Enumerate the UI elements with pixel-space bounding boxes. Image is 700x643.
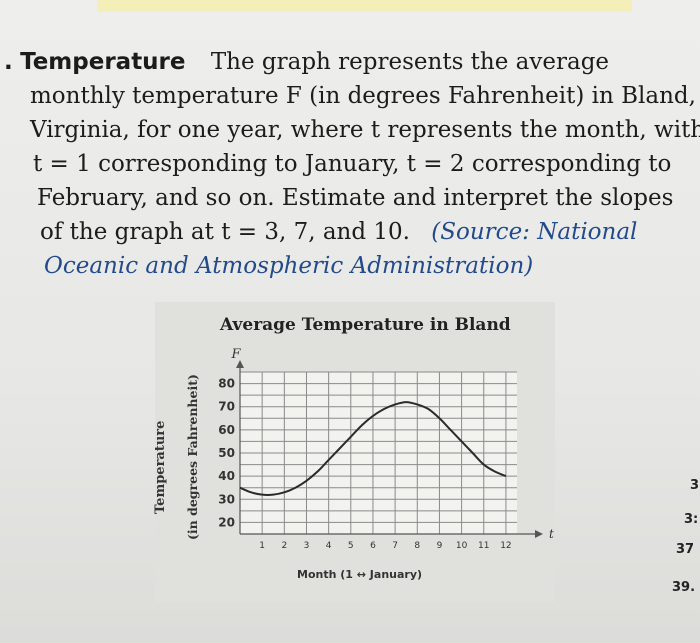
y-axis-label: Temperature — [153, 420, 168, 514]
problem-text-span: of the graph at t = 3, 7, and 10. — [40, 219, 410, 245]
source-citation: Oceanic and Atmospheric Administration) — [44, 253, 534, 279]
problem-text-line: Virginia, for one year, where t represen… — [30, 117, 700, 143]
problem-text-line: The graph represents the average — [210, 49, 610, 75]
side-number: 3: — [684, 512, 699, 527]
x-tick-label: 10 — [456, 541, 468, 551]
x-tick-label: 8 — [414, 541, 420, 551]
y-axis-arrow — [236, 360, 244, 368]
y-axis-variable: F — [230, 347, 241, 362]
temperature-series-line — [239, 401, 507, 496]
y-tick-label: 20 — [218, 515, 235, 529]
x-axis-arrow — [535, 530, 543, 538]
problem-text-line: of the graph at t = 3, 7, and 10. (Sourc… — [40, 218, 637, 246]
side-number: 37 — [676, 542, 695, 557]
problem-text-line: monthly temperature F (in degrees Fahren… — [30, 83, 696, 109]
y-tick-label: 80 — [218, 377, 235, 391]
y-tick-label: 30 — [218, 492, 235, 506]
x-tick-label: 3 — [304, 541, 310, 551]
y-tick-label: 60 — [218, 423, 235, 437]
x-tick-label: 11 — [478, 541, 489, 551]
side-number: 39. — [672, 580, 696, 595]
x-tick-label: 1 — [259, 541, 265, 551]
y-axis-units: (in degrees Fahrenheit) — [185, 374, 200, 540]
x-tick-label: 4 — [326, 541, 332, 551]
x-tick-label: 6 — [370, 541, 376, 551]
x-axis-label: Month (1 ↔ January) — [297, 568, 423, 581]
y-tick-label: 40 — [218, 469, 235, 483]
x-axis-variable: t — [549, 527, 554, 541]
x-tick-label: 5 — [348, 541, 354, 551]
problem-number: . — [4, 49, 13, 75]
problem-heading: Temperature — [20, 49, 186, 75]
y-tick-label: 50 — [218, 446, 235, 460]
x-tick-label: 9 — [437, 541, 443, 551]
highlight-bar — [97, 0, 632, 12]
source-citation: (Source: National — [431, 219, 638, 245]
problem-text-line: t = 1 corresponding to January, t = 2 co… — [33, 151, 672, 177]
x-tick-label: 2 — [281, 541, 287, 551]
problem-line-1: . Temperature The graph represents the a… — [4, 48, 609, 76]
x-tick-label: 12 — [500, 541, 511, 551]
side-number: 3 — [690, 478, 700, 493]
x-tick-label: 7 — [392, 541, 398, 551]
chart-title: Average Temperature in Bland — [220, 315, 511, 335]
y-tick-label: 70 — [218, 400, 235, 414]
problem-text-line: February, and so on. Estimate and interp… — [37, 185, 674, 211]
